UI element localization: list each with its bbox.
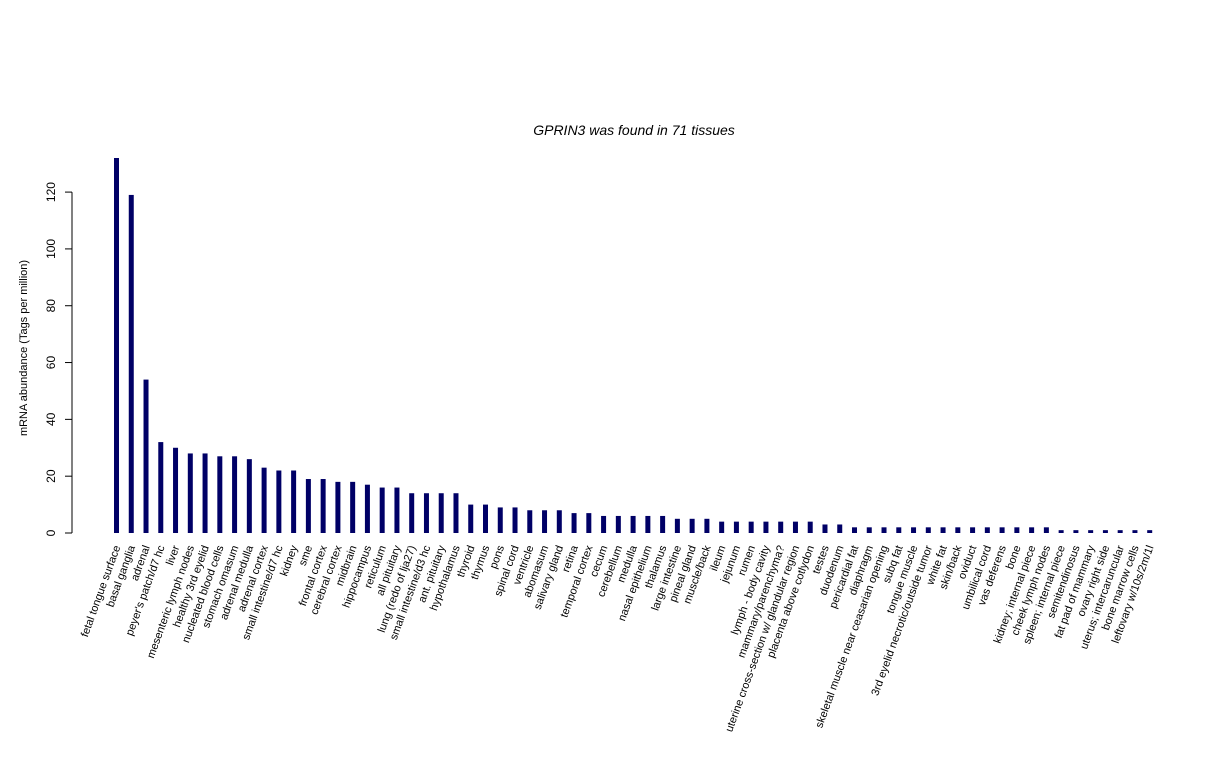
bar: [1132, 530, 1138, 533]
bar: [483, 504, 488, 533]
bar: [1117, 530, 1123, 533]
bar: [542, 510, 548, 533]
bar: [217, 456, 223, 533]
bar: [822, 524, 828, 533]
bar: [689, 518, 695, 533]
bar: [1058, 530, 1064, 533]
bar: [527, 510, 533, 533]
y-tick-label: 60: [44, 356, 58, 370]
bar: [940, 527, 946, 533]
bar: [571, 513, 577, 533]
bar: [232, 456, 238, 533]
bar: [497, 507, 503, 533]
bar: [379, 487, 385, 533]
bar: [335, 481, 341, 533]
bar: [423, 493, 429, 533]
bars: [114, 158, 1153, 533]
bar: [1043, 527, 1049, 533]
bar: [763, 521, 769, 533]
bar: [364, 484, 370, 533]
y-axis-label: mRNA abundance (Tags per million): [18, 260, 30, 436]
y-tick-label: 100: [44, 239, 58, 259]
bar: [911, 527, 917, 533]
bar: [114, 158, 119, 533]
bar: [586, 513, 592, 533]
bar: [305, 479, 311, 533]
bar: [852, 527, 857, 533]
bar: [645, 515, 651, 533]
bar: [984, 527, 990, 533]
bar: [202, 453, 208, 533]
bar: [246, 459, 252, 533]
bar: [778, 521, 784, 533]
bar: [468, 504, 474, 533]
y-tick-label: 0: [44, 529, 58, 536]
y-tick-label: 120: [44, 182, 58, 202]
bar: [128, 194, 134, 533]
bar: [512, 507, 518, 533]
bar: [630, 515, 636, 533]
bar: [1147, 530, 1153, 533]
y-axis: 0 20 40 60 80 100 120: [44, 182, 73, 536]
bar: [660, 515, 666, 533]
bar: [719, 521, 725, 533]
bar: [261, 467, 267, 533]
bar: [556, 510, 562, 533]
bar: [999, 527, 1005, 533]
bar: [601, 515, 607, 533]
bar: [158, 442, 164, 533]
bar: [1073, 530, 1079, 533]
bar: [1029, 527, 1035, 533]
bar: [187, 453, 193, 533]
bar: [1014, 527, 1020, 533]
bar: [704, 518, 710, 533]
bar: [409, 493, 415, 533]
bar: [291, 470, 297, 533]
bar: [970, 527, 976, 533]
bar: [1088, 530, 1094, 533]
bar: [276, 470, 282, 533]
bar: [748, 521, 754, 533]
bar: [350, 481, 356, 533]
bar: [881, 527, 887, 533]
bar: [615, 515, 621, 533]
bar: [792, 521, 798, 533]
y-tick-label: 20: [44, 469, 58, 483]
y-tick-label: 40: [44, 412, 58, 426]
bar: [394, 487, 400, 533]
bar: [955, 527, 961, 533]
bar: [896, 527, 902, 533]
y-tick-label: 80: [44, 299, 58, 313]
bar: [837, 524, 843, 533]
bar: [173, 447, 179, 533]
bar: [674, 518, 680, 533]
bar: [453, 493, 459, 533]
bar: [320, 479, 326, 533]
bar: [925, 527, 931, 533]
bar: [733, 521, 739, 533]
bar: [807, 521, 813, 533]
bar: [438, 493, 444, 533]
bar: [1102, 530, 1108, 533]
bar: [143, 379, 149, 533]
bar: [866, 527, 872, 533]
chart-title: GPRIN3 was found in 71 tissues: [533, 122, 735, 138]
